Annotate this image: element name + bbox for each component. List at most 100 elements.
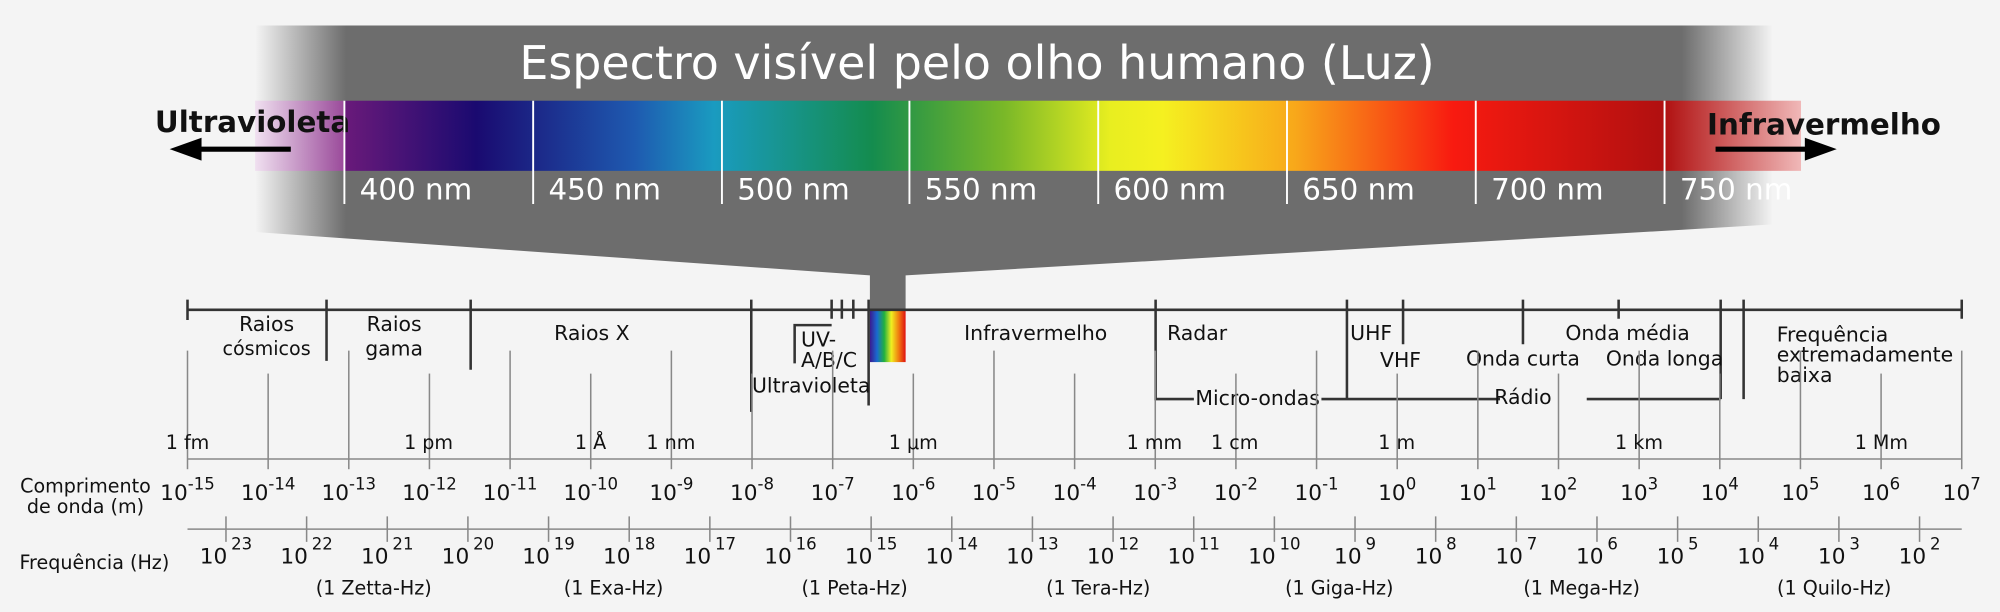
wl-base: 10 (1053, 481, 1081, 506)
wl-base: 10 (1378, 481, 1406, 506)
wl-base: 10 (649, 481, 677, 506)
wl-base: 10 (483, 481, 511, 506)
wl-base: 10 (730, 481, 758, 506)
band-label: gama (365, 336, 423, 360)
fr-label: 1019 (522, 535, 574, 570)
fr-name: (1 Zetta-Hz) (316, 577, 432, 600)
wl-base: 10 (1943, 481, 1971, 506)
wl-base: 10 (1539, 481, 1567, 506)
wl-exponent: -1 (1322, 475, 1339, 494)
fr-exponent: 18 (634, 535, 655, 554)
fr-label: 1014 (926, 535, 978, 570)
fr-exponent: 20 (473, 535, 494, 554)
band-label: extremadamente (1777, 343, 1953, 367)
fr-base: 10 (361, 545, 389, 570)
fr-exponent: 16 (796, 535, 817, 554)
fr-exponent: 21 (392, 535, 413, 554)
mini-spectrum (869, 309, 906, 363)
fr-label: 1020 (442, 535, 494, 570)
wl-base: 10 (1620, 481, 1648, 506)
wl-label: 10-12 (402, 475, 457, 506)
left-label: Ultravioleta (155, 105, 350, 139)
ir-fade (1664, 100, 1802, 171)
band-label: Frequência (1777, 322, 1888, 346)
wl-exponent: -12 (430, 475, 457, 494)
band-label: A/B/C (801, 348, 857, 372)
right-label: Infravermelho (1707, 108, 1941, 142)
fr-label: 1016 (764, 535, 816, 570)
wl-exponent: -8 (758, 475, 775, 494)
dynamic: 400 nm 450 nm 500 nm 550 nm 600 nm 650 nm 700 … (19, 100, 1981, 600)
wl-label: 10-5 (972, 475, 1016, 506)
nm-label: 450 nm (548, 173, 660, 207)
wl-exponent: -14 (268, 475, 295, 494)
band-label: Ultravioleta (752, 373, 870, 397)
wl-base: 10 (563, 481, 591, 506)
fr-label: 1012 (1087, 535, 1139, 570)
fr-label: 1011 (1167, 535, 1219, 570)
fr-base: 10 (1167, 545, 1195, 570)
fr-exponent: 6 (1607, 535, 1618, 554)
fr-exponent: 4 (1769, 535, 1780, 554)
unit-label: 1 cm (1211, 431, 1258, 454)
fr-label: 1017 (684, 535, 736, 570)
arrows (169, 137, 1837, 161)
wl-label: 10-6 (891, 475, 935, 506)
fr-name: (1 Giga-Hz) (1285, 577, 1393, 600)
wl-label: 101 (1459, 475, 1497, 506)
fr-label: 1018 (603, 535, 655, 570)
wl-exponent: 7 (1970, 475, 1981, 494)
fr-exponent: 13 (1038, 535, 1059, 554)
wl-base: 10 (1214, 481, 1242, 506)
unit-label: 1 mm (1127, 431, 1182, 454)
fr-exponent: 7 (1527, 535, 1538, 554)
fr-base: 10 (522, 545, 550, 570)
unit-label: 1 μm (889, 431, 938, 454)
wl-exponent: -11 (510, 475, 537, 494)
wl-label: 10-15 (160, 475, 215, 506)
visible-spectrum (344, 100, 1665, 171)
fr-label: 1021 (361, 535, 413, 570)
fr-base: 10 (1576, 545, 1604, 570)
fr-title: Frequência (Hz) (19, 551, 169, 574)
fr-label: 102 (1899, 535, 1941, 570)
band-label: Raios (367, 312, 422, 336)
band-label: VHF (1380, 348, 1421, 372)
fr-base: 10 (1899, 545, 1927, 570)
nm-label: 700 nm (1491, 173, 1603, 207)
wl-base: 10 (1862, 481, 1890, 506)
fr-name: (1 Tera-Hz) (1046, 577, 1150, 600)
band-label: Micro-ondas (1195, 386, 1319, 410)
fr-base: 10 (1415, 545, 1443, 570)
wl-label: 103 (1620, 475, 1658, 506)
title: Espectro visível pelo olho humano (Luz) (519, 36, 1434, 90)
wl-label: 106 (1862, 475, 1900, 506)
band-label: baixa (1777, 363, 1833, 387)
wl-label: 10-10 (563, 475, 618, 506)
fr-exponent: 19 (554, 535, 575, 554)
nm-label: 550 nm (925, 173, 1037, 207)
wl-label: 105 (1781, 475, 1819, 506)
wl-base: 10 (1133, 481, 1161, 506)
wl-label: 10-1 (1295, 475, 1339, 506)
wl-exponent: -7 (838, 475, 855, 494)
fr-label: 108 (1415, 535, 1457, 570)
band-label: Raios X (554, 321, 629, 345)
fr-base: 10 (926, 545, 954, 570)
fr-name: (1 Exa-Hz) (564, 577, 664, 600)
wl-exponent: 1 (1486, 475, 1497, 494)
wl-label: 10-11 (483, 475, 538, 506)
wl-label: 100 (1378, 475, 1416, 506)
nm-label: 650 nm (1302, 173, 1414, 207)
fr-exponent: 14 (957, 535, 978, 554)
fr-exponent: 17 (715, 535, 736, 554)
wl-exponent: -15 (188, 475, 215, 494)
unit-label: 1 m (1378, 431, 1415, 454)
fr-label: 104 (1737, 535, 1779, 570)
wl-label: 10-4 (1053, 475, 1097, 506)
fr-exponent: 8 (1446, 535, 1457, 554)
fr-base: 10 (1657, 545, 1685, 570)
wl-base: 10 (321, 481, 349, 506)
unit-label: 1 Mm (1855, 431, 1908, 454)
